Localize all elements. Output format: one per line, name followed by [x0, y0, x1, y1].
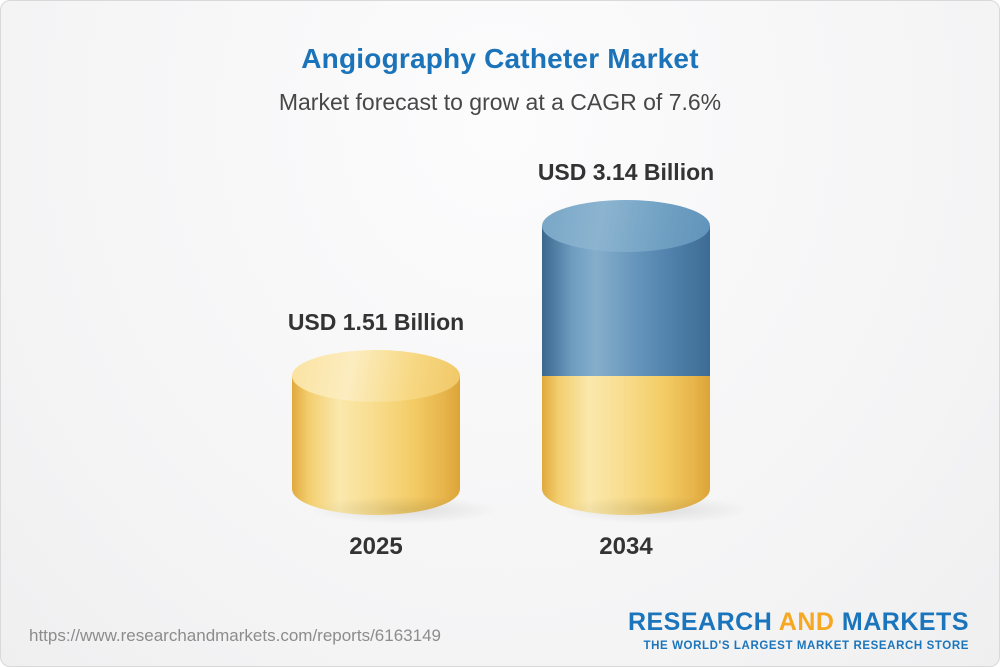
cylinder-segment-base-2034 — [542, 376, 710, 515]
bar-2025: USD 1.51 Billion 2025 — [261, 309, 500, 561]
logo-word-and: AND — [772, 608, 842, 636]
research-and-markets-logo: RESEARCH AND MARKETS THE WORLD'S LARGEST… — [628, 608, 969, 652]
bar-value-label-2025: USD 1.51 Billion — [287, 309, 465, 335]
x-axis-label-2034: 2034 — [599, 533, 653, 560]
report-url: https://www.researchandmarkets.com/repor… — [29, 626, 441, 645]
bar-shadow-2034 — [560, 496, 750, 524]
chart-subtitle: Market forecast to grow at a CAGR of 7.6… — [278, 89, 722, 115]
cylinder-2025 — [292, 350, 500, 524]
logo-word-research: RESEARCH — [627, 608, 773, 636]
cylinder-segment-growth-2034 — [542, 200, 710, 376]
bar-shadow-2025 — [310, 496, 500, 524]
logo-wordmark: RESEARCH AND MARKETS — [628, 608, 969, 637]
cylinder-top-2034 — [542, 200, 710, 252]
bar-2034: USD 3.14 Billion 2034 — [511, 159, 750, 561]
chart-title: Angiography Catheter Market — [301, 43, 699, 74]
bar-value-label-2034: USD 3.14 Billion — [537, 159, 715, 185]
cylinder-segment-base-2025 — [292, 350, 460, 515]
cylinder-top-2025 — [292, 350, 460, 402]
x-axis-label-2025: 2025 — [349, 533, 403, 560]
logo-word-markets: MARKETS — [841, 608, 969, 636]
chart-area: USD 1.51 Billion 2025 USD 3.14 Billion 2… — [1, 131, 999, 561]
logo-tagline: THE WORLD'S LARGEST MARKET RESEARCH STOR… — [643, 640, 969, 652]
cylinder-2034 — [542, 200, 750, 524]
